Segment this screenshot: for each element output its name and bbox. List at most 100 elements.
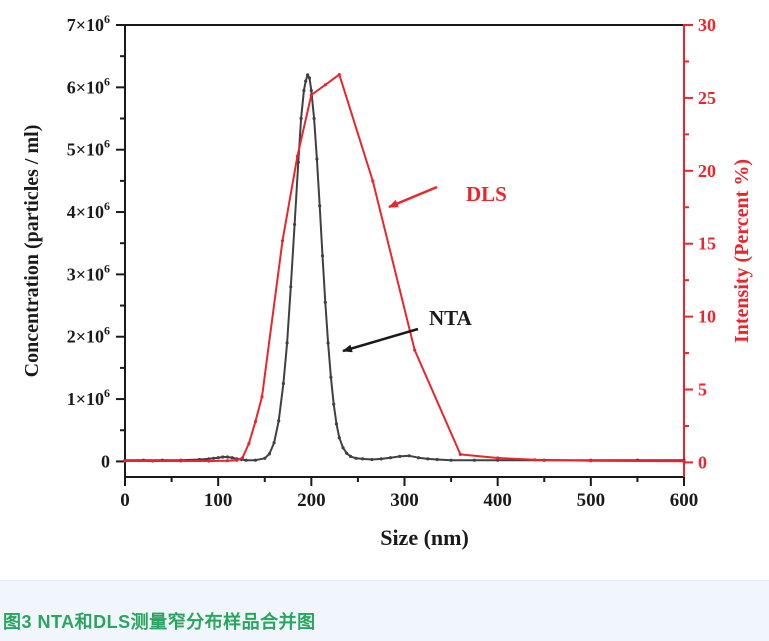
y-right-tick-label: 5	[698, 380, 707, 400]
nta-marker	[263, 456, 267, 460]
nta-marker	[354, 456, 358, 460]
nta-marker	[306, 73, 310, 77]
dls-marker	[260, 395, 264, 399]
dls-curve	[125, 73, 685, 463]
dls-marker	[323, 83, 327, 87]
nta-marker	[299, 116, 303, 121]
nta-marker	[244, 458, 248, 462]
nta-marker	[318, 204, 322, 208]
dls-marker	[371, 179, 375, 183]
nta-marker	[334, 422, 339, 426]
nta-marker	[472, 458, 476, 462]
nta-marker	[345, 451, 349, 455]
nta-marker	[337, 436, 341, 440]
y-right-tick-label: 20	[698, 161, 716, 181]
x-axis-title: Size (nm)	[380, 525, 469, 550]
nta-marker	[211, 456, 216, 460]
y-left-tick-label: 0	[101, 451, 110, 471]
nta-marker	[449, 458, 453, 462]
nta-marker	[253, 458, 257, 462]
nta-marker	[304, 79, 308, 83]
nta-marker	[272, 441, 276, 445]
nta-marker	[267, 452, 271, 456]
chart-area: 0 100 200 300 400 500 600 Size (nm) 0 1×106 2×106 3…	[21, 12, 753, 550]
y-right-tick-label: 25	[698, 88, 716, 108]
dls-marker	[309, 93, 313, 97]
dls-marker	[179, 459, 183, 463]
nta-marker	[361, 457, 365, 461]
nta-curve	[125, 73, 684, 462]
nta-marker	[315, 157, 319, 161]
dls-marker	[295, 154, 299, 158]
dls-marker	[533, 458, 537, 462]
y-right-axis-title: Intensity (Percent %)	[731, 159, 753, 343]
y-left-tick-label: 3×106	[67, 261, 110, 284]
nta-marker	[379, 457, 383, 461]
dls-marker	[253, 420, 257, 424]
x-tick-label: 0	[120, 490, 130, 511]
x-tick-label: 300	[390, 490, 419, 511]
nta-marker	[225, 455, 230, 459]
x-axis: 0 100 200 300 400 500 600 Size (nm)	[120, 477, 698, 550]
nta-marker	[326, 341, 330, 345]
nta-marker	[426, 457, 430, 461]
nta-marker	[285, 341, 289, 345]
nta-marker	[296, 160, 300, 164]
dls-marker	[235, 458, 239, 462]
nta-marker	[312, 116, 316, 121]
y-left-axis-title: Concentration (particles / ml)	[21, 125, 43, 378]
nta-marker	[323, 300, 327, 304]
nta-marker	[309, 88, 313, 93]
plot-frame	[124, 24, 685, 478]
x-tick-label: 400	[483, 490, 512, 511]
y-left-tick-label: 5×106	[67, 137, 110, 160]
nta-annotation: NTA	[342, 306, 473, 353]
nta-marker	[293, 222, 297, 227]
dls-marker	[682, 459, 686, 463]
dls-series	[123, 73, 686, 463]
dls-marker	[247, 441, 251, 446]
nta-marker	[341, 446, 345, 450]
nta-marker	[230, 456, 234, 460]
dls-marker	[337, 73, 341, 77]
x-tick-label: 500	[577, 490, 606, 511]
nta-marker	[277, 419, 281, 423]
y-left-tick-label: 4×106	[67, 199, 110, 222]
dls-annotation: DLS	[388, 182, 507, 209]
y-right-tick-label: 30	[698, 15, 716, 35]
nta-arrow	[342, 327, 419, 353]
y-left-tick-label: 7×106	[67, 12, 110, 35]
y-left-tick-label: 6×106	[67, 74, 110, 97]
nta-marker	[435, 457, 439, 462]
x-tick-label: 200	[297, 490, 326, 511]
x-tick-label: 600	[670, 490, 699, 511]
nta-label: NTA	[429, 306, 473, 330]
right-y-axis: 0 5 10 15 20 25 30 Intensity (Percent %)	[684, 15, 753, 472]
nta-marker	[398, 454, 402, 458]
y-right-tick-label: 15	[698, 234, 716, 254]
dls-arrow	[388, 185, 438, 209]
nta-marker	[332, 402, 336, 406]
dls-marker	[496, 456, 500, 460]
nta-marker	[388, 456, 393, 460]
left-y-axis: 0 1×106 2×106 3×106 4×106 5×106 6×106 7×106 Conc…	[21, 12, 125, 471]
nta-marker	[307, 76, 312, 80]
nta-marker	[348, 454, 353, 458]
dls-marker	[123, 459, 127, 463]
dls-marker	[280, 239, 285, 243]
dls-marker	[458, 452, 462, 456]
nta-marker	[221, 455, 225, 459]
nta-marker	[289, 285, 293, 289]
y-right-tick-label: 0	[698, 452, 707, 472]
nta-series	[123, 73, 686, 462]
figure-caption: 图3 NTA和DLS测量窄分布样品合并图	[3, 612, 316, 632]
x-tick-label: 100	[204, 490, 233, 511]
nta-marker	[216, 456, 220, 460]
nta-marker	[302, 88, 306, 93]
nta-marker	[320, 254, 325, 258]
dls-marker	[240, 456, 244, 460]
dls-marker	[151, 459, 155, 463]
y-right-tick-label: 10	[698, 307, 716, 327]
